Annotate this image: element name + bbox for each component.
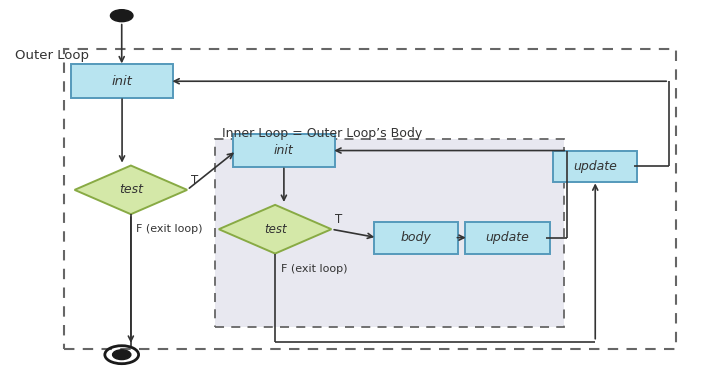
FancyBboxPatch shape: [553, 150, 637, 182]
Text: init: init: [111, 75, 133, 88]
FancyBboxPatch shape: [233, 134, 335, 167]
Bar: [215, 139, 563, 327]
Bar: [64, 49, 676, 349]
Circle shape: [111, 10, 133, 22]
Polygon shape: [219, 205, 331, 253]
Text: Inner Loop = Outer Loop’s Body: Inner Loop = Outer Loop’s Body: [222, 127, 422, 140]
Text: F (exit loop): F (exit loop): [137, 224, 203, 234]
Text: update: update: [485, 231, 529, 244]
Text: T: T: [190, 174, 198, 187]
Text: Outer Loop: Outer Loop: [15, 49, 89, 62]
FancyBboxPatch shape: [465, 222, 549, 253]
Text: F (exit loop): F (exit loop): [281, 264, 348, 274]
Polygon shape: [75, 165, 187, 214]
Text: test: test: [264, 223, 286, 236]
Text: T: T: [335, 213, 342, 226]
Text: test: test: [119, 183, 143, 196]
FancyBboxPatch shape: [374, 222, 458, 253]
Circle shape: [113, 350, 131, 359]
Text: init: init: [274, 144, 294, 157]
FancyBboxPatch shape: [71, 64, 173, 98]
Text: body: body: [400, 231, 431, 244]
Text: update: update: [573, 160, 617, 173]
